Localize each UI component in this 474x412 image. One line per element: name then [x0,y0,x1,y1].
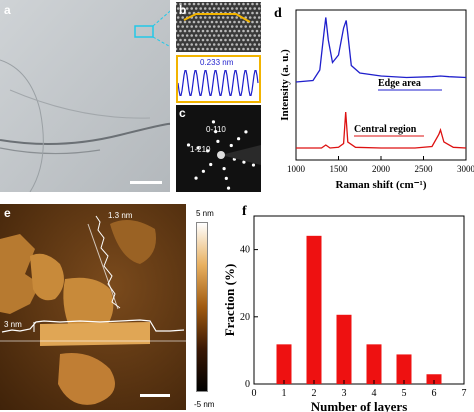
colorbar-max-label: 5 nm [196,209,214,218]
saed-spot-label-2: 1-210 [190,145,211,154]
layers-bar-chart: 0 1 2 3 4 5 6 7 0 20 40 Number of layers Fraction (%… [222,215,467,412]
bar-x-tick-label: 2 [312,388,317,399]
intensity-profile [177,70,259,96]
bar-x-tick-label: 0 [252,388,257,399]
raman-series-label-1: Edge area [378,78,421,89]
lattice-spacing-label: 0.233 nm [200,58,234,67]
zoom-box [134,25,154,38]
bar-x-tick-label: 3 [342,388,347,399]
panel-c-label: c [179,106,186,120]
bar-plot-frame [253,215,465,385]
afm-colorbar [196,222,208,392]
panel-f-label: f [242,204,247,219]
bar-layers-4 [366,344,382,384]
raman-x-tick-label: 2000 [372,164,391,174]
panel-d-label: d [274,6,282,21]
bar-x-axis-label: Number of layers [311,399,408,412]
bar-x-tick-label: 4 [372,388,377,399]
tem-image-texture [0,0,177,193]
bar-x-tick-label: 7 [462,388,467,399]
panel-d-raman: 1000 1500 2000 2500 3000 Raman shift (cm⁻¹) In… [262,0,474,200]
bar-y-tick-label: 40 [240,245,250,256]
bar-layers-5 [396,354,412,384]
panel-b-profile: 0.233 nm [176,55,261,103]
panel-b-hrtem: b [176,2,261,52]
lattice-image [176,2,261,51]
bar-x-tick-label: 1 [282,388,287,399]
raman-y-axis-label: Intensity (a. u.) [279,49,291,121]
panel-b-label: b [179,3,187,17]
raman-series-line-1 [295,17,467,83]
bar-y-axis-label: Fraction (%) [222,264,237,337]
raman-chart: 1000 1500 2000 2500 3000 Raman shift (cm⁻¹) In… [279,9,474,191]
raman-x-tick-label: 1500 [330,164,349,174]
raman-x-axis-label: Raman shift (cm⁻¹) [336,179,427,191]
bar-y-tick-label: 20 [240,312,250,323]
scale-bar-e [140,394,170,397]
afm-height-label-1: 1.3 nm [108,211,133,220]
bar-layers-2 [306,235,322,384]
bar-y-tick-label: 0 [245,379,250,390]
raman-series-line-2 [296,111,467,149]
panel-e-label: e [4,206,11,220]
panel-a-label: a [4,3,11,17]
bar-x-tick-label: 5 [402,388,407,399]
bar-layers-6 [426,374,442,384]
diffraction-pattern [186,120,261,190]
raman-x-tick-label: 1000 [287,164,306,174]
raman-x-tick-label: 2500 [415,164,434,174]
raman-series-label-2: Central region [354,124,417,135]
panel-f-histogram: 0 1 2 3 4 5 6 7 0 20 40 Number of layers Fraction (%… [214,204,472,412]
saed-spot-label-1: 0-110 [206,125,226,134]
colorbar-min-label: -5 nm [194,400,215,409]
bar-layers-3 [336,314,352,384]
panel-a-tem-image: a [0,0,177,193]
bar-layers-1 [276,344,292,384]
panel-e-afm: e 1.3 nm 3 nm [0,204,186,410]
scale-bar-a [130,181,162,184]
raman-x-tick-label: 3000 [457,164,474,174]
panel-c-saed: c 0-110 1-210 [176,105,261,192]
bar-x-tick-label: 6 [432,388,437,399]
afm-image [0,204,186,410]
afm-height-label-2: 3 nm [4,320,22,329]
